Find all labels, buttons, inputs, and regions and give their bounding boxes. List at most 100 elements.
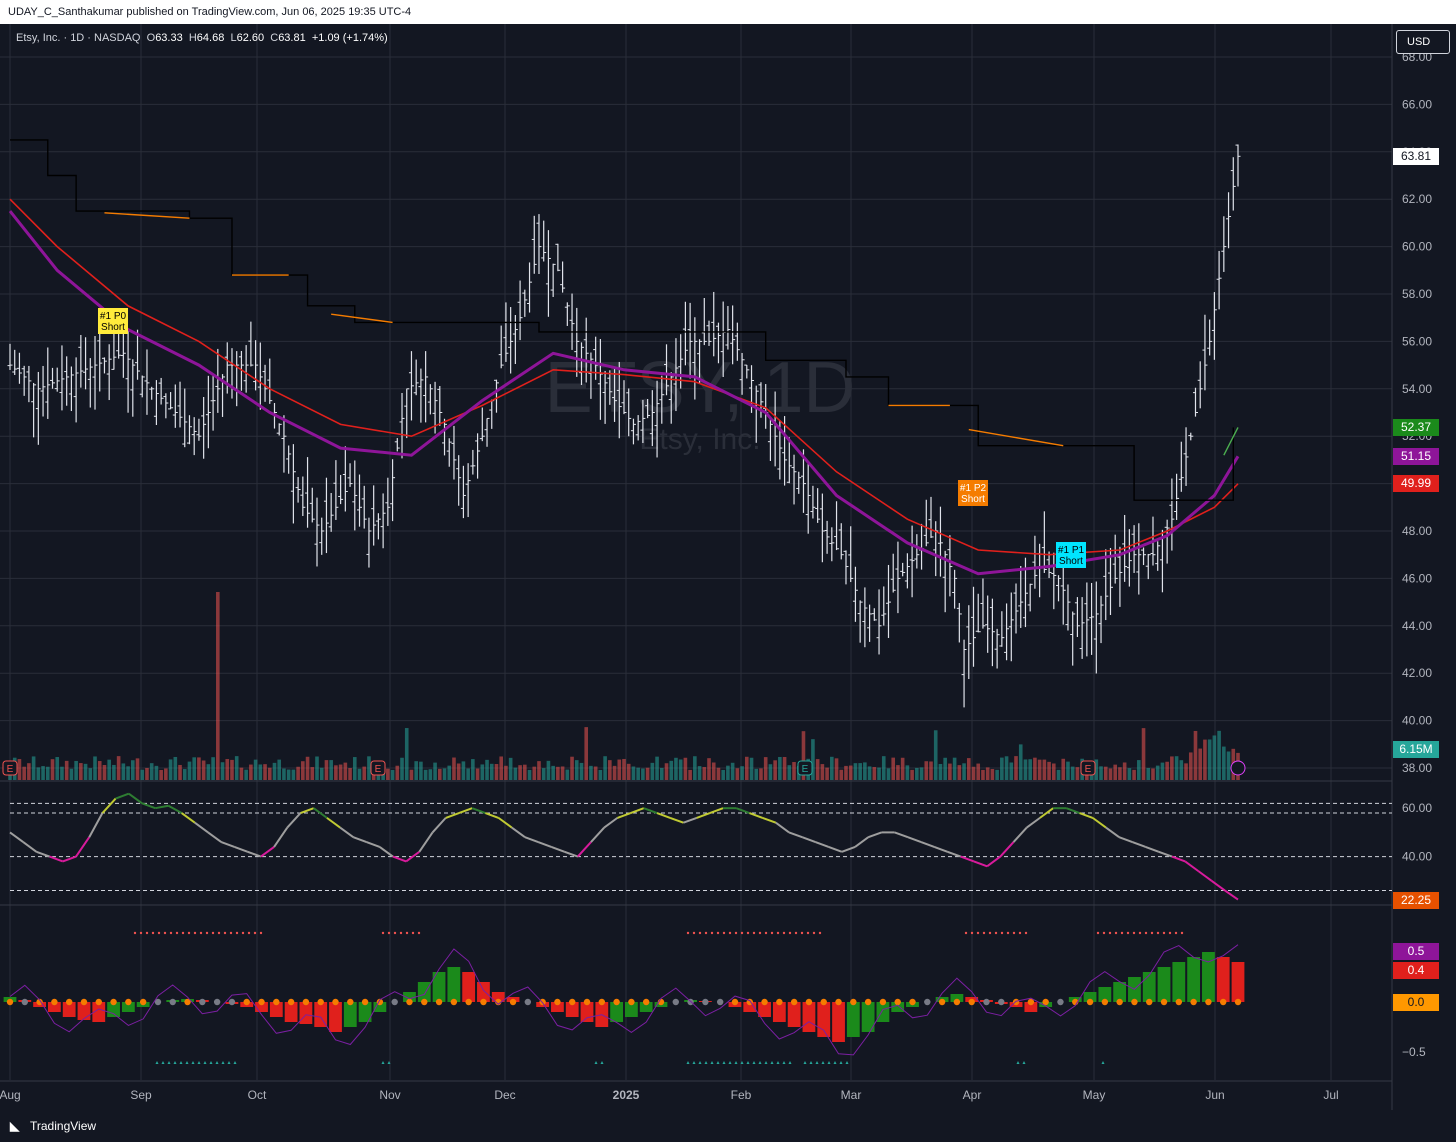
osc-segment [75,836,91,858]
watermark-name: Etsy, Inc. [639,423,760,456]
volume-bar [1141,728,1146,780]
signal-dot-red [133,931,137,935]
signal-dot-red [1024,931,1028,935]
osc-segment [643,807,658,814]
volume-bar [759,768,763,780]
ohlc-bar [54,367,60,392]
volume-bar [933,730,938,780]
volume-bar [357,768,362,780]
earnings-marker-icon: E [1080,760,1096,776]
volume-bar [41,766,45,780]
volume-bar [523,764,527,780]
ohlc-bar [805,462,811,534]
osc-segment [1145,845,1160,853]
volume-bar [291,769,296,780]
ohlc-bar [1145,553,1151,580]
ohlc-bar [517,280,523,341]
ohlc-bar [172,384,178,428]
x-tick-label: Jun [1205,1088,1224,1102]
volume-bar [112,764,116,780]
signal-dot-red [982,931,986,935]
stop-line [10,139,1234,501]
volume-bar [22,766,26,780]
volume-bar [664,763,669,780]
ohlc-bar [177,381,183,428]
annotation-label: Short [1059,556,1083,567]
squeeze-dot [1027,998,1035,1006]
volume-bar [301,761,305,780]
ohlc-bar [295,477,301,503]
tradingview-logo-icon[interactable]: ◣ [10,1119,20,1133]
volume-bar [877,767,881,780]
volume-bar [1146,767,1151,780]
volume-bar [362,766,367,780]
volume-bar [508,757,513,780]
ohlc-bar [423,351,429,423]
volume-bar [574,760,579,780]
volume-bar [428,769,433,780]
ohlc-bar [408,351,414,421]
ohlc-bar [682,301,688,366]
signal-dot-red [199,931,203,935]
ohlc-bar [12,349,18,375]
volume-bar [952,757,957,780]
ohlc-bar [1103,549,1109,621]
volume-bar [763,757,768,780]
stop-line-green [1223,427,1239,456]
stop-line-orange [968,428,1064,447]
signal-dot-red [800,931,804,935]
signal-dot-red [1114,931,1118,935]
ohlc-bar [923,499,929,547]
currency-button[interactable]: USD [1396,30,1450,54]
volume-bar [1070,766,1075,780]
signal-dot-red [1096,931,1100,935]
squeeze-dot [554,998,561,1006]
signal-triangle-green [215,1061,219,1064]
ohlc-bar [635,415,641,441]
osc-segment [167,804,183,814]
volume-bar [168,759,173,780]
ohlc-bar [971,586,977,667]
footer-brand[interactable]: TradingView [30,1119,97,1133]
squeeze-dot [628,998,635,1006]
signal-dot-red [139,931,143,935]
ohlc-bar [1093,581,1099,674]
volume-bar [730,762,735,780]
squeeze-dot [672,998,679,1006]
ohlc-bar [711,291,717,357]
squeeze-dot [1146,998,1153,1006]
volume-bar [674,757,678,780]
ohlc-bar [815,488,821,523]
ohlc-bar [101,357,107,374]
squeeze-dot [598,998,606,1006]
volume-bar [537,761,541,780]
volume-bar [830,756,834,780]
ohlc-bar [885,564,891,638]
ohlc-bar [512,315,518,365]
osc-segment [524,836,539,844]
volume-bar [556,766,560,780]
ohlc-bar [1027,583,1033,612]
hist-bar [565,1002,579,1017]
y-tick-label: 60.00 [1402,240,1432,254]
osc-segment [220,841,235,848]
squeeze-dot [1160,998,1168,1006]
signal-triangle-green [803,1061,807,1064]
ohlc-bar [961,639,967,708]
hist-bar [891,1002,905,1012]
ohlc-bar [527,262,533,313]
ohlc-bar [834,501,840,551]
signal-dot-red [1168,931,1172,935]
ohlc-bar [531,215,537,274]
ohlc-bar [338,474,344,505]
earnings-box [370,760,386,776]
squeeze-dot [1116,998,1123,1006]
squeeze-dot [361,998,369,1006]
signal-dot-red [235,931,239,935]
y-tick-label: 58.00 [1402,287,1432,301]
volume-bar [518,765,522,780]
squeeze-dot [258,998,265,1006]
ohlc-bar [947,535,953,597]
